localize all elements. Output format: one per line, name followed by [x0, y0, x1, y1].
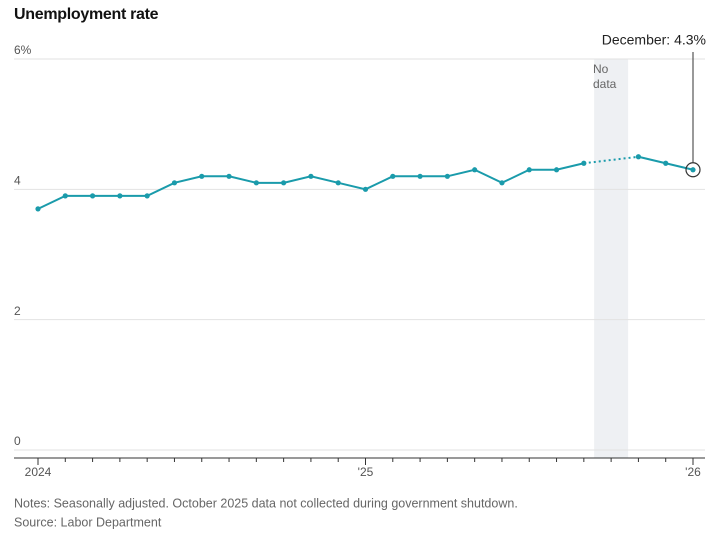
x-tick-label: '25 [358, 465, 374, 479]
y-tick-label: 2 [14, 304, 21, 318]
point [253, 180, 259, 186]
no-data-band [594, 59, 629, 458]
point [690, 167, 696, 173]
point [472, 167, 478, 173]
point [308, 173, 314, 179]
point [171, 180, 178, 186]
source: Source: Labor Department [14, 515, 162, 529]
point [362, 186, 369, 192]
point [199, 173, 205, 179]
x-tick-label: '26 [685, 465, 701, 479]
y-tick-label: 6% [14, 43, 32, 57]
point [89, 193, 96, 199]
annotation-ring [685, 162, 701, 178]
point [335, 180, 341, 186]
point [390, 173, 396, 179]
point [144, 193, 150, 199]
point [553, 167, 560, 173]
no-data-label: No data [593, 62, 617, 91]
point [62, 193, 68, 199]
annotation-text: December: 4.3% [602, 32, 706, 48]
point [281, 180, 287, 186]
point [663, 160, 669, 166]
point [635, 154, 642, 160]
point [499, 180, 505, 186]
y-tick-label: 0 [14, 434, 21, 448]
point [226, 173, 232, 179]
notes: Notes: Seasonally adjusted. October 2025… [14, 496, 518, 510]
y-tick-label: 4 [14, 174, 21, 188]
point [117, 193, 123, 199]
point [581, 160, 587, 166]
point [417, 173, 423, 179]
chart-title: Unemployment rate [14, 6, 159, 23]
point [444, 173, 450, 179]
x-tick-label: 2024 [25, 465, 52, 479]
point [526, 167, 532, 173]
gap-bridge [583, 155, 639, 165]
point [35, 206, 41, 212]
